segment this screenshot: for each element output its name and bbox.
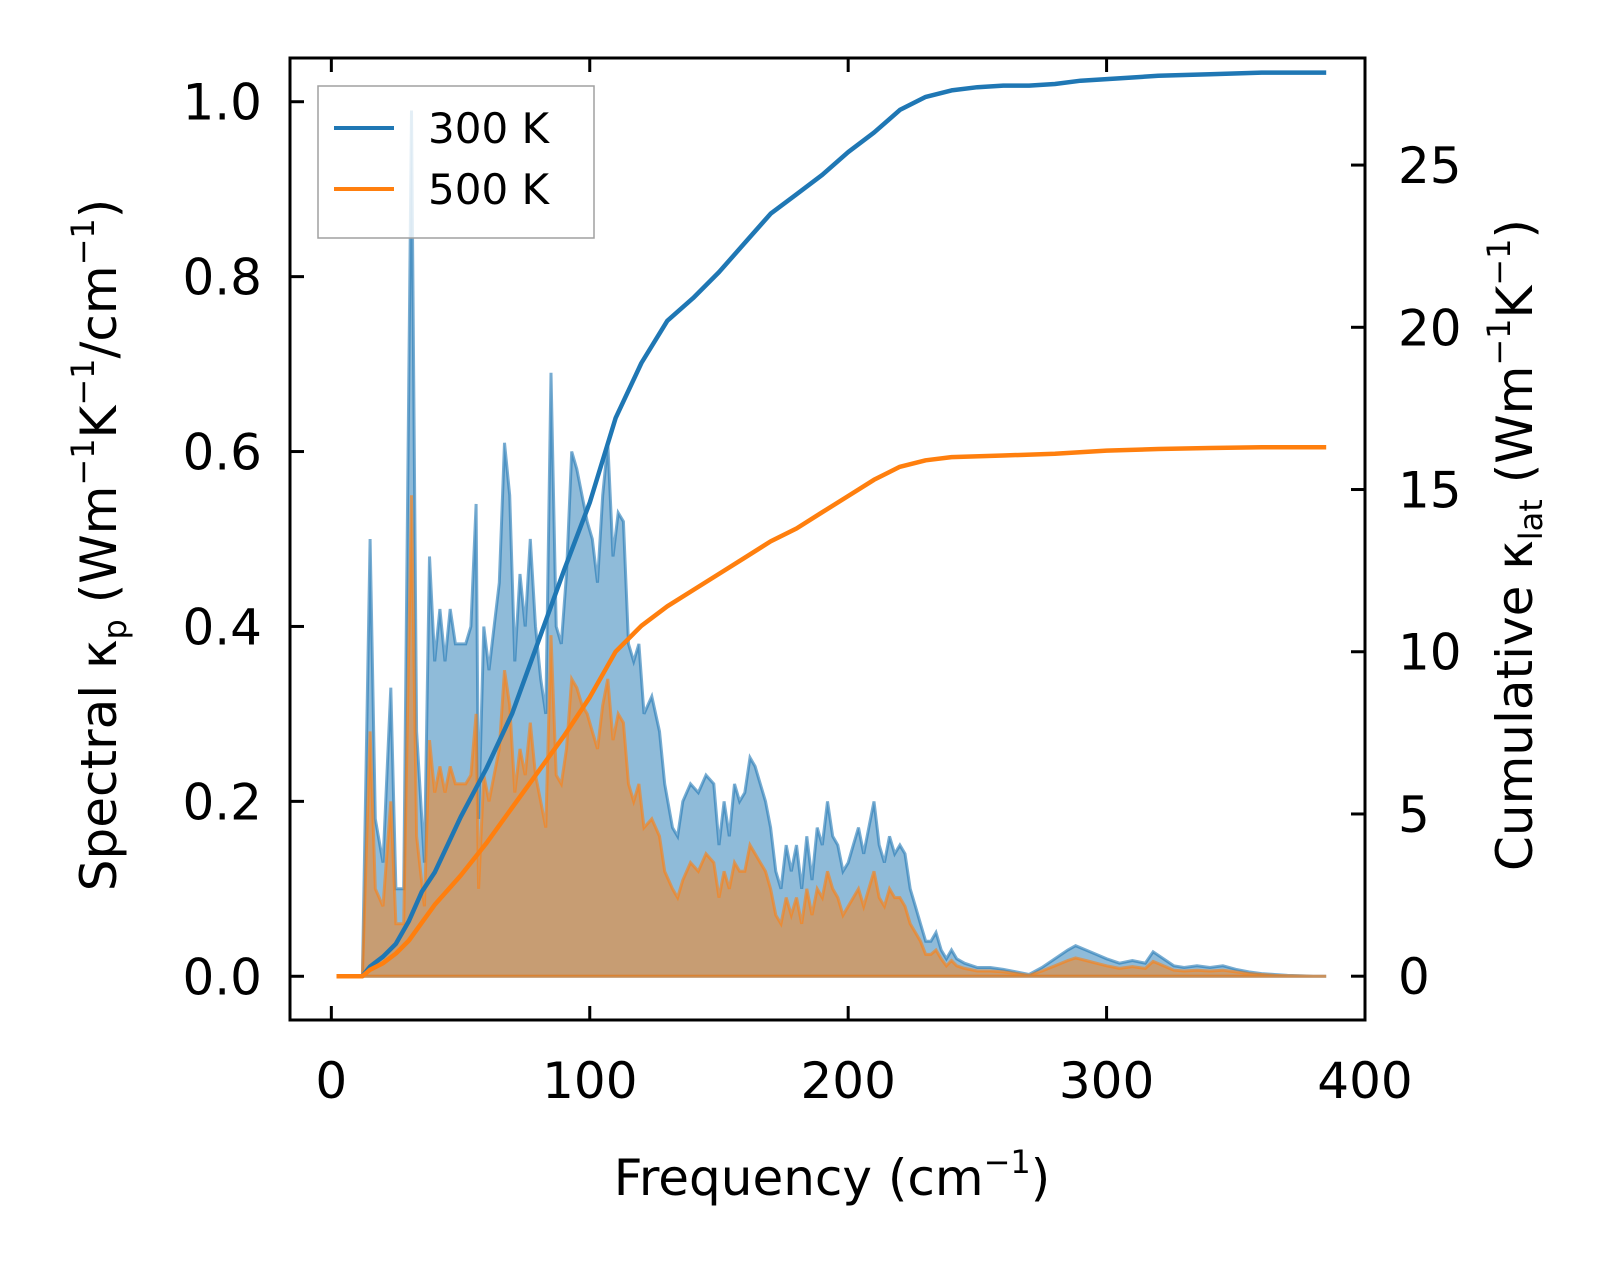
y-left-title-sup2: −1 [64,358,102,405]
y-right-tick-label-10: 10 [1398,624,1462,682]
axis-ticks [290,58,1367,1020]
spectral-fills [336,110,1327,978]
y-right-tick-labels: 0 5 10 15 20 25 [1398,137,1462,1006]
y-right-axis-title: Cumulative κlat (Wm−1K−1) [1480,219,1550,871]
y-left-tick-labels: 0.0 0.2 0.4 0.6 0.8 1.0 [182,74,262,1007]
y-left-title-k: K [70,404,128,438]
x-tick-label-300: 300 [1059,1052,1154,1110]
plot-area [336,70,1327,979]
plot-frame [288,56,1367,1022]
y-left-title-sub: p [96,619,134,639]
y-left-title-sup1: −1 [64,438,102,485]
y-left-tick-label-0.8: 0.8 [182,249,262,307]
y-right-tick-label-20: 20 [1398,299,1462,357]
x-tick-label-200: 200 [800,1052,895,1110]
legend-label-300k: 300 K [428,104,551,153]
x-tick-label-400: 400 [1317,1052,1412,1110]
legend-label-500k: 500 K [428,165,551,214]
y-left-tick-label-1.0: 1.0 [182,74,262,132]
x-tick-label-100: 100 [542,1052,637,1110]
y-right-title-mid: (Wm [1486,366,1544,500]
y-right-tick-label-5: 5 [1398,786,1430,844]
x-axis-title-sup: −1 [984,1143,1031,1181]
x-axis-title: Frequency (cm−1) [614,1143,1051,1207]
y-left-tick-label-0.0: 0.0 [182,948,262,1006]
legend-box [317,85,595,239]
legend: 300 K 500 K [317,85,595,239]
y-right-title-end: ) [1486,219,1544,239]
x-axis-title-main: Frequency (cm [614,1149,984,1207]
y-right-title-sup2: −1 [1480,239,1518,286]
spectral-area-500k [336,495,1327,978]
y-right-tick-label-25: 25 [1398,137,1462,195]
cumulative-line-300k [336,70,1327,979]
x-tick-labels: 0 100 200 300 400 [315,1052,1412,1110]
y-left-axis-title: Spectral κp (Wm−1K−1/cm−1) [64,199,134,892]
y-left-title-end: ) [70,199,128,219]
y-left-title-tail: /cm [70,265,128,358]
y-left-tick-label-0.6: 0.6 [182,424,262,482]
y-left-title-mid: (Wm [70,486,128,620]
y-right-title-sup1: −1 [1480,318,1518,365]
y-right-tick-label-15: 15 [1398,462,1462,520]
y-left-title-sup3: −1 [64,218,102,265]
y-right-title-sub: lat [1512,499,1550,540]
y-right-tick-label-0: 0 [1398,948,1430,1006]
x-tick-label-0: 0 [315,1052,347,1110]
y-right-title-k: K [1486,284,1544,318]
cumulative-lines [336,70,1327,979]
cumulative-line-500k [336,445,1327,979]
y-left-tick-label-0.4: 0.4 [182,599,262,657]
y-left-tick-label-0.2: 0.2 [182,773,262,831]
y-right-title-pre: Cumulative κ [1486,540,1544,871]
y-left-title-pre: Spectral κ [70,639,128,891]
x-axis-title-tail: ) [1031,1149,1051,1207]
